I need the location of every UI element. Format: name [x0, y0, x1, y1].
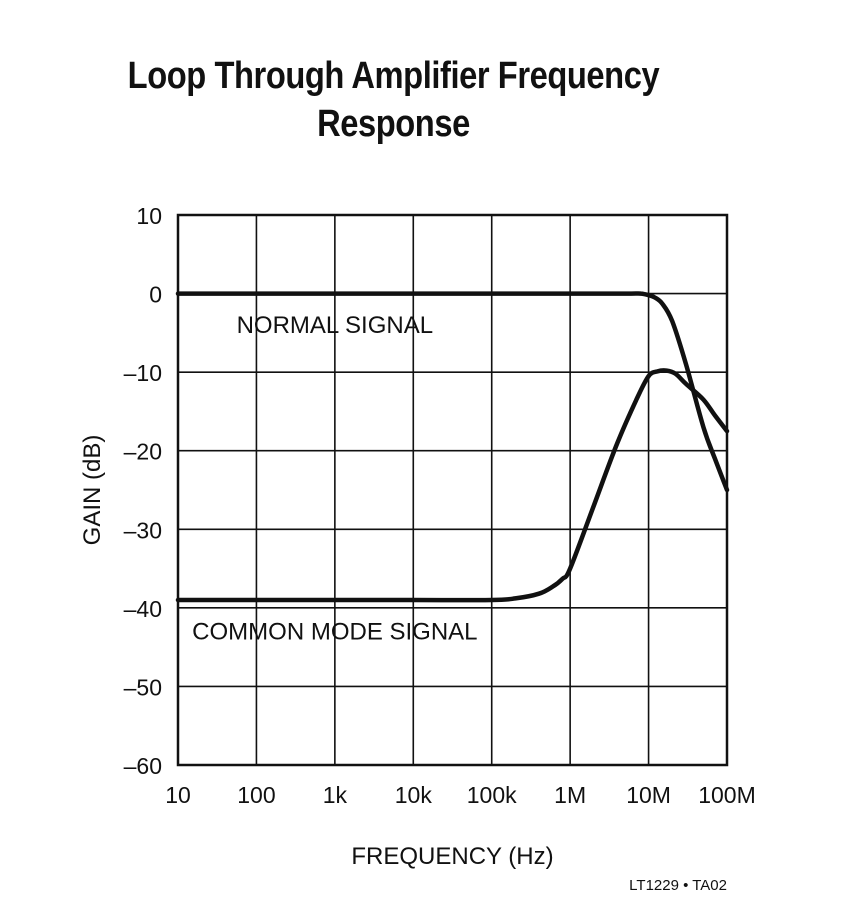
- y-tick-label: 0: [149, 282, 162, 308]
- x-tick-label: 10k: [395, 782, 433, 808]
- common-mode-signal-label: COMMON MODE SIGNAL: [192, 618, 477, 645]
- x-tick-label: 100k: [467, 782, 517, 808]
- x-tick-label: 100: [237, 782, 275, 808]
- normal-signal-line: [175, 291, 730, 493]
- y-tick-label: 10: [136, 203, 162, 229]
- annotations: NORMAL SIGNAL COMMON MODE SIGNAL: [192, 312, 477, 645]
- y-tick-label: –10: [124, 360, 162, 386]
- common-mode-signal-line: [175, 368, 730, 603]
- x-tick-label: 10M: [626, 782, 671, 808]
- plot-frame: [176, 213, 729, 767]
- x-tick-label: 1k: [323, 782, 348, 808]
- x-axis-label: FREQUENCY (Hz): [351, 843, 553, 870]
- chart-title-line-1: Loop Through Amplifier Frequency: [127, 55, 660, 97]
- grid-lines: [177, 214, 728, 766]
- tick-labels: 10 100 1k 10k 100k 1M 10M 100M100–10–20–30–40–5…: [124, 203, 756, 808]
- x-tick-label: 10: [165, 782, 191, 808]
- normal-signal-label: NORMAL SIGNAL: [237, 312, 434, 339]
- y-axis-label: GAIN (dB): [79, 435, 106, 546]
- y-tick-label: –20: [124, 439, 162, 465]
- chart-title: Loop Through Amplifier Frequency Respons…: [0, 52, 787, 148]
- y-tick-label: –40: [124, 596, 162, 622]
- figure-code: LT1229 • TA02: [629, 877, 727, 894]
- series-lines: [175, 291, 730, 603]
- y-tick-label: –30: [124, 517, 162, 543]
- chart-title-line-2: Response: [317, 103, 470, 145]
- y-tick-label: –50: [124, 674, 162, 700]
- x-tick-label: 1M: [554, 782, 586, 808]
- x-tick-label: 100M: [698, 782, 756, 808]
- y-tick-label: –60: [124, 753, 162, 779]
